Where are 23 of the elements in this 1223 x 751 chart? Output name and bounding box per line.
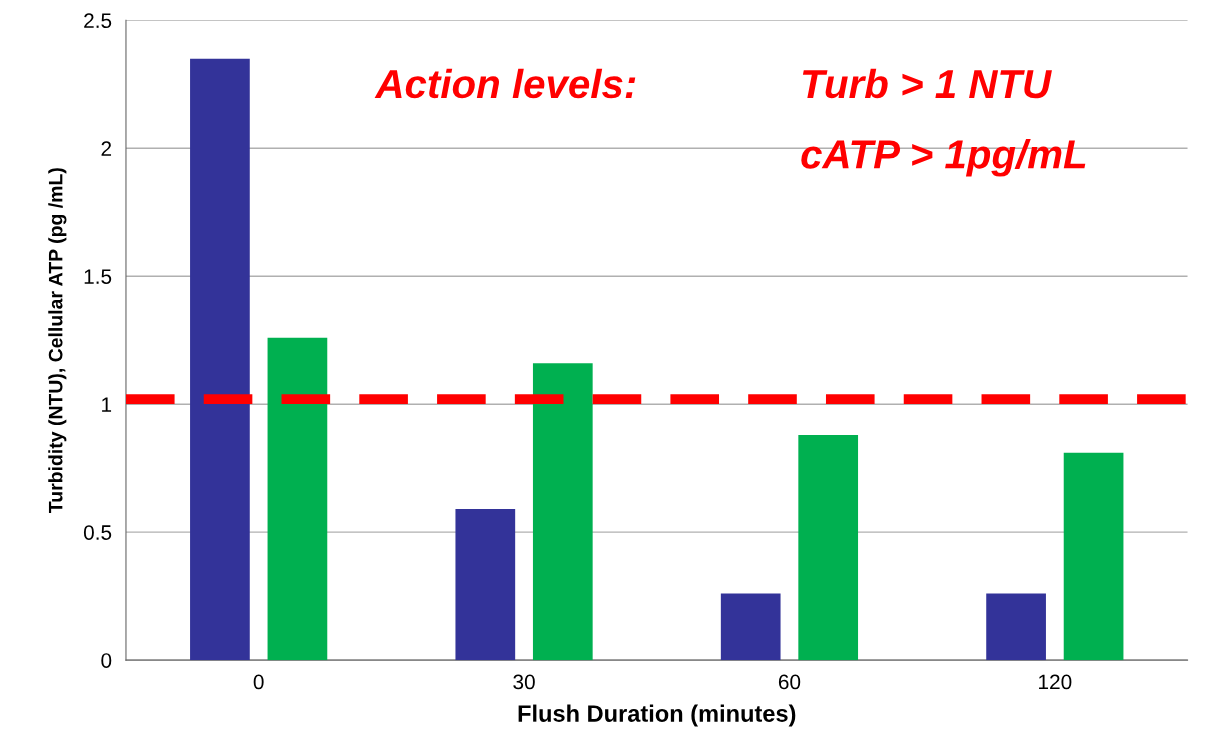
annotation: cATP > 1pg/mL — [801, 139, 1086, 177]
x-tick-label: 30 — [513, 674, 535, 690]
x-tick-label: 0 — [253, 674, 264, 690]
y-axis-title: Turbidity (NTU), Cellular ATP (pg /mL) — [48, 168, 67, 513]
x-tick-label: 120 — [1039, 674, 1072, 690]
bar — [267, 337, 328, 661]
y-tick-label: 0.5 — [83, 525, 112, 540]
y-tick-label: 1.5 — [84, 269, 112, 284]
x-axis-title: Flush Duration (minutes) — [518, 704, 796, 727]
bar — [986, 593, 1046, 661]
bar — [532, 363, 593, 661]
bar — [190, 58, 250, 661]
annotation: Action levels: — [374, 68, 636, 99]
bar — [798, 434, 859, 661]
bar — [455, 509, 516, 661]
x-tick-label: 60 — [778, 674, 801, 690]
bar — [1063, 452, 1124, 661]
y-tick-label: 1 — [102, 397, 112, 412]
annotation: Turb > 1 NTU — [802, 68, 1052, 99]
y-tick-label: 2 — [101, 141, 112, 156]
y-tick-label: 0 — [101, 653, 112, 668]
bar — [720, 593, 781, 661]
y-tick-label: 2.5 — [84, 13, 112, 29]
